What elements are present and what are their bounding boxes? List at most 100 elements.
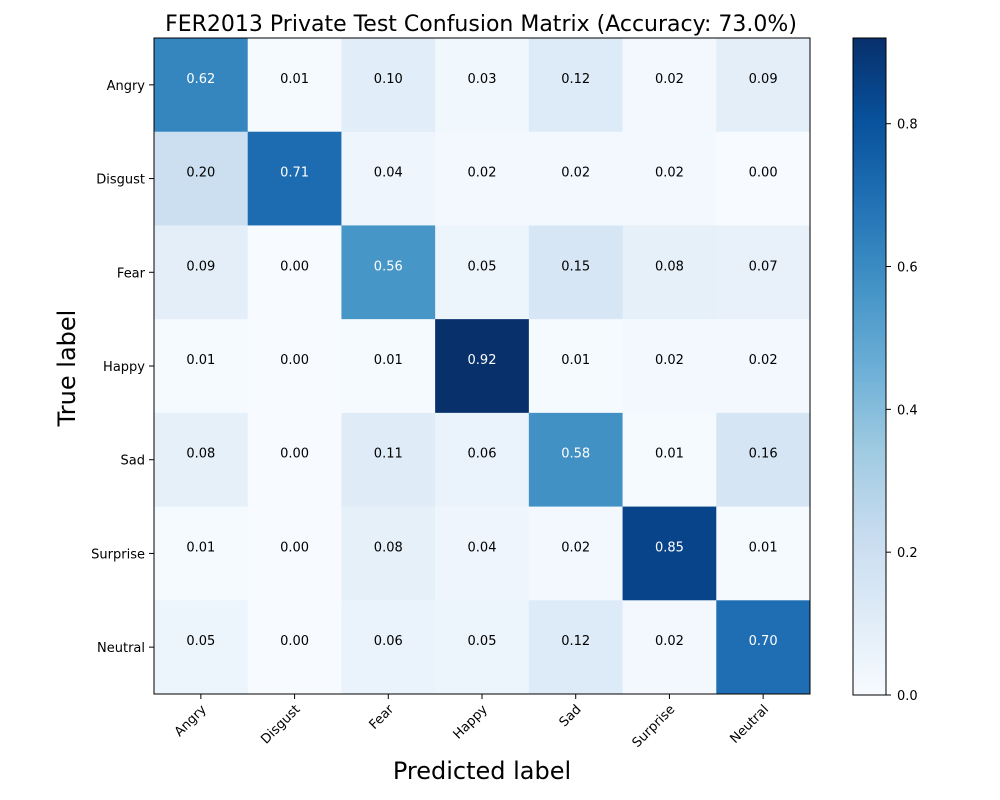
cell-value-label: 0.02: [561, 166, 590, 181]
heatmap-cell: [622, 600, 717, 695]
x-tick-label: Surprise: [630, 702, 679, 751]
heatmap-cell: [247, 412, 342, 508]
cell-value-label: 0.02: [655, 166, 684, 181]
heatmap-cell: [341, 600, 436, 695]
cell-value-label: 0.56: [374, 259, 403, 274]
x-axis-ticks: Angry Disgust Fear Happy Sad Surprise Neutral: [172, 694, 772, 751]
cell-value-label: 0.00: [280, 447, 309, 462]
cell-value-label: 0.08: [374, 540, 403, 555]
cell-value-label: 0.06: [468, 447, 497, 462]
colorbar-tick-label: 0.8: [897, 118, 918, 133]
x-tick-label: Happy: [451, 702, 491, 742]
heatmap-cell: [435, 131, 530, 226]
colorbar: [852, 37, 887, 696]
cell-value-label: 0.02: [749, 353, 778, 368]
x-axis-label: Predicted label: [393, 757, 571, 785]
cell-value-label: 0.02: [468, 166, 497, 181]
cell-value-label: 0.02: [561, 540, 590, 555]
heatmap-cell: [716, 412, 811, 508]
cell-value-label: 0.02: [655, 72, 684, 87]
y-tick-label: Neutral: [97, 641, 145, 656]
heatmap-cell: [716, 319, 811, 414]
cell-value-label: 0.71: [280, 166, 309, 181]
heatmap-cell: [341, 131, 436, 226]
heatmap-cell: [247, 506, 342, 601]
heatmap-cell: [341, 38, 436, 133]
cell-value-label: 0.01: [186, 540, 215, 555]
heatmap-cell: [154, 131, 249, 226]
cell-value-label: 0.01: [561, 353, 590, 368]
heatmap-cell: [716, 131, 811, 226]
heatmap-cell: [154, 38, 249, 133]
heatmap-cell: [435, 225, 530, 320]
heatmap-cell: [622, 131, 717, 226]
cell-value-label: 0.05: [468, 259, 497, 274]
heatmap-cell: [528, 319, 624, 414]
colorbar-ticks: 0.0 0.2 0.4 0.6 0.8: [886, 118, 918, 704]
cell-value-label: 0.12: [561, 72, 590, 87]
heatmap-cell: [341, 412, 436, 508]
cell-value-label: 0.20: [186, 166, 215, 181]
x-tick-label: Fear: [367, 702, 398, 733]
heatmap-cell: [341, 506, 436, 601]
colorbar-tick-label: 0.6: [897, 261, 918, 276]
cell-value-label: 0.01: [655, 447, 684, 462]
heatmap-cell: [247, 225, 342, 320]
cell-value-label: 0.03: [468, 72, 497, 87]
cell-value-label: 0.00: [280, 540, 309, 555]
cell-value-label: 0.02: [655, 634, 684, 649]
heatmap-cell: [622, 225, 717, 320]
cell-value-label: 0.01: [186, 353, 215, 368]
heatmap-cells: [154, 38, 811, 695]
cell-value-label: 0.62: [186, 72, 215, 87]
cell-value-label: 0.00: [280, 353, 309, 368]
heatmap-cell: [528, 131, 624, 226]
cell-value-label: 0.04: [468, 540, 497, 555]
colorbar-tick-label: 0.2: [897, 546, 918, 561]
x-tick-label: Sad: [557, 702, 585, 730]
heatmap-cell: [528, 506, 624, 601]
heatmap-cell: [716, 506, 811, 601]
heatmap-cell: [154, 600, 249, 695]
cell-value-label: 0.07: [749, 259, 778, 274]
heatmap-cell: [622, 38, 717, 133]
cell-value-label: 0.16: [749, 447, 778, 462]
y-tick-label: Surprise: [91, 547, 145, 562]
cell-value-label: 0.58: [561, 447, 590, 462]
heatmap-cell-labels: 0.62 0.01 0.10 0.03 0.12 0.02 0.09 0.20 0.71 0.04…: [186, 72, 777, 649]
y-tick-label: Sad: [121, 454, 145, 469]
heatmap-cell: [435, 600, 530, 695]
heatmap-cell: [716, 225, 811, 320]
cell-value-label: 0.02: [655, 353, 684, 368]
cell-value-label: 0.00: [280, 259, 309, 274]
x-tick-label: Angry: [172, 702, 210, 740]
heatmap-cell: [247, 131, 342, 226]
cell-value-label: 0.09: [186, 259, 215, 274]
cell-value-label: 0.01: [374, 353, 403, 368]
y-axis-ticks: Angry Disgust Fear Happy Sad Surprise Neutral: [91, 79, 154, 656]
y-axis-label: True label: [53, 310, 81, 428]
heatmap-cell: [154, 319, 249, 414]
y-tick-label: Angry: [107, 79, 146, 94]
heatmap-cell: [622, 319, 717, 414]
x-tick-label: Disgust: [258, 702, 303, 747]
heatmap-cell: [716, 38, 811, 133]
cell-value-label: 0.01: [280, 72, 309, 87]
heatmap-cell: [154, 225, 249, 320]
cell-value-label: 0.11: [374, 447, 403, 462]
cell-value-label: 0.00: [280, 634, 309, 649]
heatmap-cell: [528, 38, 624, 133]
heatmap-cell: [341, 225, 436, 320]
heatmap-cell: [716, 600, 811, 695]
y-tick-label: Fear: [117, 266, 146, 281]
heatmap-cell: [528, 600, 624, 695]
y-tick-label: Disgust: [96, 173, 145, 188]
cell-value-label: 0.06: [374, 634, 403, 649]
heatmap-cell: [435, 319, 530, 414]
cell-value-label: 0.08: [186, 447, 215, 462]
cell-value-label: 0.92: [468, 353, 497, 368]
heatmap-cell: [247, 600, 342, 695]
cell-value-label: 0.00: [749, 166, 778, 181]
heatmap-cell: [622, 412, 717, 508]
